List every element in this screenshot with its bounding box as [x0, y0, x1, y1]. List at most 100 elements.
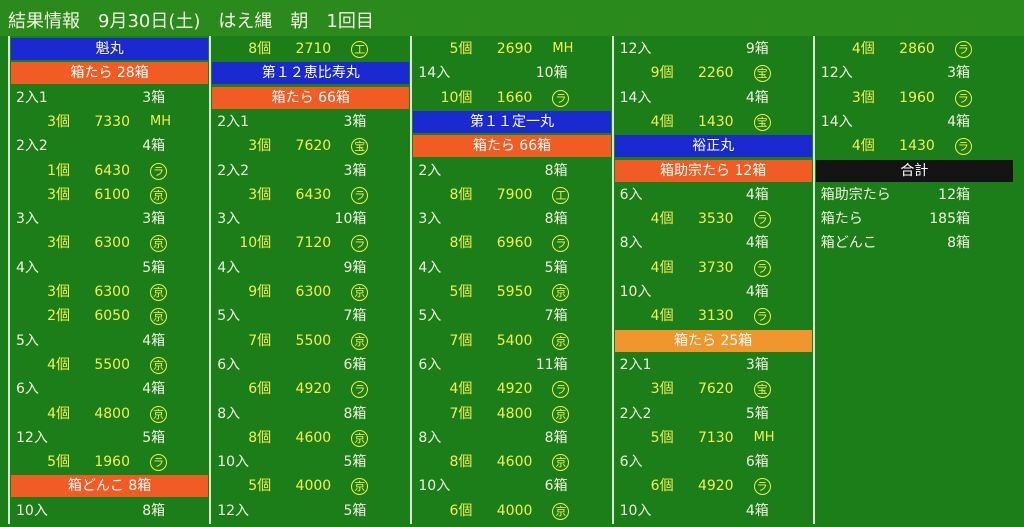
quantity: 6個: [650, 478, 674, 495]
buyer-mark: 宝: [351, 138, 369, 156]
box-count: 10箱: [334, 211, 367, 228]
quantity: 4個: [449, 381, 473, 398]
price: 6100: [94, 186, 130, 203]
buyer-mark: 京: [552, 454, 570, 472]
size-label: 6入: [418, 356, 442, 373]
box-count: 5箱: [343, 454, 367, 471]
buyer-mark: 京: [552, 502, 570, 520]
banner: 裕正丸: [614, 135, 812, 158]
size-label: 10入: [619, 284, 652, 300]
box-count: 8箱: [544, 429, 568, 446]
quantity: 4個: [650, 211, 674, 228]
quantity: 4個: [650, 113, 674, 130]
price: 7620: [295, 138, 332, 155]
quantity: 4個: [650, 259, 674, 276]
column: 12入 9箱 9個 2260 宝 14入 4箱 4個 1430 宝裕正丸 箱助宗たら 12箱 6入 4箱…: [611, 36, 813, 524]
price: 6430: [295, 186, 332, 203]
buyer-mark: ラ: [753, 308, 771, 326]
box-count: 3箱: [142, 89, 166, 106]
size-label: 6入: [16, 381, 39, 398]
buyer-mark: ラ: [753, 211, 771, 229]
quantity: 5個: [449, 284, 473, 300]
buyer-mark: 京: [150, 235, 167, 253]
box-count: 5箱: [142, 429, 166, 446]
size-label: 14入: [619, 89, 652, 106]
size-label: 12入: [16, 429, 48, 446]
size-label: 12入: [619, 41, 652, 57]
price: 2860: [899, 41, 935, 57]
box-count: 8箱: [343, 405, 367, 422]
buyer-mark: 京: [150, 186, 167, 204]
banner: 箱たら 66箱: [413, 135, 611, 158]
price: 6960: [496, 235, 533, 252]
buyer-mark: 京: [351, 332, 369, 350]
box-count: 4箱: [745, 186, 769, 203]
price: 7120: [295, 235, 332, 252]
banner: 箱たら 66箱: [212, 86, 410, 109]
quantity: 8個: [449, 235, 473, 252]
box-count: 9箱: [343, 259, 367, 276]
quantity: 6個: [449, 502, 473, 519]
price: 4000: [496, 502, 533, 519]
box-count: 5箱: [745, 405, 769, 422]
buyer-mark: 宝: [753, 381, 771, 399]
size-label: 箱助宗たら: [820, 186, 891, 203]
box-count: 4箱: [745, 284, 769, 300]
quantity: 8個: [248, 41, 272, 57]
column: 魁丸 箱たら 28箱 2入1 3箱 3個 7330 MH 2入2 4箱 1個 6430 ラ 3個 6100…: [8, 36, 209, 524]
quantity: 3個: [851, 89, 875, 106]
quantity: 4個: [47, 356, 70, 373]
box-count: 4箱: [142, 332, 166, 349]
price: 5500: [94, 356, 130, 373]
size-label: 4入: [16, 259, 39, 276]
size-label: 12入: [820, 65, 853, 82]
buyer-mark: 京: [351, 478, 369, 496]
price: 4920: [295, 381, 332, 398]
price: 7330: [94, 113, 130, 130]
price: 7620: [697, 381, 734, 398]
buyer-mark: ラ: [351, 186, 369, 204]
size-label: 8入: [418, 429, 442, 446]
column: 8個 2710 工第１２恵比寿丸 箱たら 66箱 2入1 3箱 3個 7620 宝 2入2 3箱 3個…: [209, 36, 410, 524]
size-label: 6入: [619, 186, 643, 203]
quantity: 1個: [47, 162, 70, 179]
size-label: 5入: [16, 332, 39, 349]
buyer-mark: 京: [150, 356, 167, 374]
buyer-mark: 京: [552, 405, 570, 423]
size-label: 2入1: [217, 113, 250, 130]
quantity: 5個: [449, 41, 473, 57]
price: 4800: [496, 405, 533, 422]
quantity: 3個: [47, 113, 70, 130]
title: 結果情報 9月30日(土) はえ縄 朝 1回目: [8, 11, 374, 32]
box-count: 6箱: [745, 454, 769, 471]
buyer-mark: 京: [150, 405, 167, 423]
box-count: 7箱: [544, 308, 568, 325]
price: 1960: [899, 89, 935, 106]
buyer-mark: 京: [351, 429, 369, 447]
buyer-mark: 宝: [753, 113, 771, 131]
size-label: 2入1: [619, 356, 652, 373]
quantity: 4個: [47, 405, 70, 422]
quantity: 8個: [449, 454, 473, 471]
box-count: 3箱: [343, 113, 367, 130]
size-label: 箱どんこ: [820, 235, 877, 252]
price: 1430: [697, 113, 734, 130]
buyer-mark: ラ: [552, 89, 570, 107]
box-count: 4箱: [142, 381, 166, 398]
size-label: 2入: [418, 162, 442, 179]
buyer-mark: ラ: [954, 41, 972, 58]
quantity: 3個: [47, 235, 70, 252]
buyer-mark: MH: [753, 429, 775, 445]
quantity: 10個: [239, 235, 272, 252]
size-label: 箱たら: [820, 211, 863, 228]
box-count: 5箱: [142, 259, 166, 276]
banner: 箱たら 25箱: [614, 329, 812, 352]
box-count: 7箱: [343, 308, 367, 325]
size-label: 2入2: [217, 162, 250, 179]
box-count: 3箱: [947, 65, 970, 82]
size-label: 14入: [418, 65, 451, 82]
price: 2260: [697, 65, 734, 82]
price: 3730: [697, 259, 734, 276]
buyer-mark: ラ: [552, 381, 570, 399]
quantity: 5個: [248, 478, 272, 495]
